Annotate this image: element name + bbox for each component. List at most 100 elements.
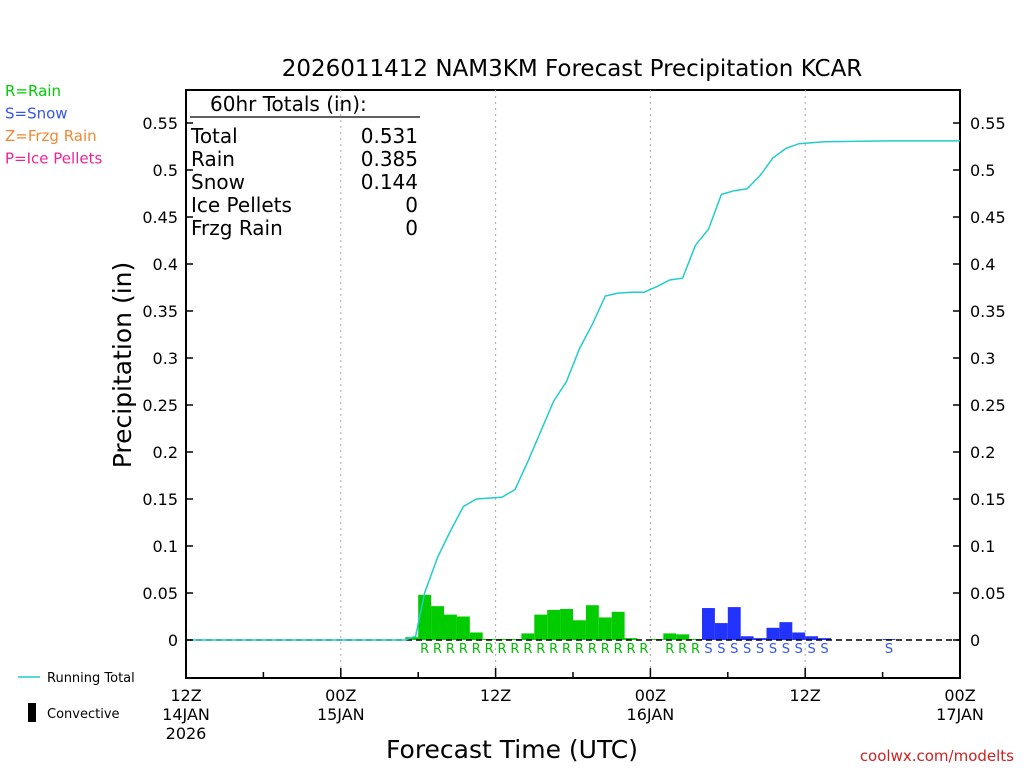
rain-type-letter: R xyxy=(639,642,648,657)
totals-row-label: Frzg Rain xyxy=(191,216,283,240)
snow-bar xyxy=(740,636,754,640)
y-tick-label-left: 0.25 xyxy=(142,396,178,415)
x-tick-label-date: 14JAN xyxy=(162,705,210,724)
x-tick-label-time: 00Z xyxy=(944,686,975,705)
rain-type-letter: R xyxy=(536,642,545,657)
y-tick-label-right: 0.3 xyxy=(970,349,995,368)
rain-type-letter: R xyxy=(433,642,442,657)
y-tick-label-right: 0.05 xyxy=(970,584,1006,603)
y-tick-label-right: 0 xyxy=(970,631,980,650)
snow-bar xyxy=(792,632,806,640)
rain-bar xyxy=(521,633,535,640)
snow-type-letter: S xyxy=(820,642,828,657)
snow-bar xyxy=(818,638,831,640)
totals-box: 60hr Totals (in): Total 0.531 Rain 0.385 Sno… xyxy=(190,92,420,240)
x-tick-label-date: 16JAN xyxy=(627,705,675,724)
convective-legend-label: Convective xyxy=(47,707,120,722)
plot-frame xyxy=(185,89,961,679)
x-tick-label-date: 15JAN xyxy=(317,705,365,724)
rain-type-letter: R xyxy=(601,642,610,657)
rain-bar xyxy=(611,611,625,640)
y-tick-label-right: 0.1 xyxy=(970,537,995,556)
rain-bar xyxy=(534,614,548,640)
snow-bar xyxy=(714,623,728,640)
y-tick-label-right: 0.4 xyxy=(970,255,995,274)
x-tick-label-time: 12Z xyxy=(170,686,201,705)
rain-bar xyxy=(508,639,522,640)
y-tick-label-left: 0.05 xyxy=(142,584,178,603)
rain-type-letter: R xyxy=(420,642,429,657)
snow-type-letter: S xyxy=(717,642,725,657)
rain-bar xyxy=(573,620,586,640)
y-tick-label-right: 0.2 xyxy=(970,443,995,462)
rain-type-letter: R xyxy=(510,642,519,657)
rain-bar xyxy=(624,638,638,640)
x-axis-label: Forecast Time (UTC) xyxy=(386,735,638,764)
snow-type-letter: S xyxy=(730,642,738,657)
y-tick-label-left: 0.45 xyxy=(142,208,178,227)
totals-row-value: 0.385 xyxy=(361,147,418,171)
rain-type-letter: R xyxy=(627,642,636,657)
totals-row-value: 0.531 xyxy=(361,124,418,148)
precip-type-legend-item: R=Rain xyxy=(5,82,61,100)
x-tick-label-time: 00Z xyxy=(325,686,356,705)
y-tick-label-right: 0.45 xyxy=(970,208,1006,227)
rain-bar xyxy=(689,639,702,640)
rain-bar xyxy=(585,605,599,640)
totals-row-label: Rain xyxy=(191,147,235,171)
rain-type-letter: R xyxy=(498,642,507,657)
snow-type-letter: S xyxy=(885,642,893,657)
rain-bar xyxy=(547,609,561,640)
snow-type-letter: S xyxy=(704,642,712,657)
snow-bar xyxy=(753,638,767,640)
rain-type-letter: R xyxy=(485,642,494,657)
y-tick-label-right: 0.35 xyxy=(970,302,1006,321)
y-tick-label-left: 0.3 xyxy=(153,349,178,368)
snow-bar xyxy=(779,622,793,640)
y-tick-label-left: 0.1 xyxy=(153,537,178,556)
precip-type-legend-item: Z=Frzg Rain xyxy=(5,127,97,145)
footer-credit: coolwx.com/modelts xyxy=(860,747,1014,765)
precip-type-legend-item: S=Snow xyxy=(5,105,68,123)
y-tick-label-right: 0.15 xyxy=(970,490,1006,509)
rain-bar xyxy=(495,639,509,640)
rain-type-letter: R xyxy=(665,642,674,657)
rain-bar xyxy=(663,633,677,640)
totals-row-label: Ice Pellets xyxy=(191,193,292,217)
snow-bar xyxy=(805,636,819,640)
totals-row-value: 0 xyxy=(405,216,418,240)
snow-type-letter: S xyxy=(769,642,777,657)
snow-bar xyxy=(727,607,741,640)
rain-bar xyxy=(431,606,444,640)
snow-bar xyxy=(766,627,780,640)
running-total-legend-label: Running Total xyxy=(47,671,135,686)
rain-bar xyxy=(405,637,419,640)
rain-type-letter: R xyxy=(691,642,700,657)
snow-bar xyxy=(702,608,715,640)
rain-bar xyxy=(469,632,483,640)
rain-bar xyxy=(676,634,690,640)
rain-type-letter: R xyxy=(472,642,481,657)
totals-row-value: 0.144 xyxy=(361,170,418,194)
rain-type-letter: R xyxy=(446,642,455,657)
y-tick-label-right: 0.25 xyxy=(970,396,1006,415)
running-total-line xyxy=(186,140,960,641)
precip-type-legend: R=Rain S=Snow Z=Frzg Rain P=Ice Pellets xyxy=(5,82,102,168)
rain-bar xyxy=(598,617,612,640)
x-tick-label-year: 2026 xyxy=(166,724,207,743)
rain-type-letter: R xyxy=(588,642,597,657)
snow-type-letter: S xyxy=(756,642,764,657)
y-tick-label-left: 0.2 xyxy=(153,443,178,462)
totals-header: 60hr Totals (in): xyxy=(210,92,367,116)
y-tick-label-left: 0.5 xyxy=(153,161,178,180)
y-tick-label-right: 0.55 xyxy=(970,114,1006,133)
rain-bar xyxy=(560,608,573,640)
x-tick-label-time: 12Z xyxy=(790,686,821,705)
convective-legend-swatch xyxy=(28,703,36,722)
totals-rows: Total 0.531 Rain 0.385 Snow 0.144 Ice Pellets 0… xyxy=(190,124,418,240)
rain-type-letter: R xyxy=(459,642,468,657)
y-axis-label: Precipitation (in) xyxy=(108,262,137,469)
y-tick-label-left: 0.55 xyxy=(142,114,178,133)
x-tick-label-date: 17JAN xyxy=(936,705,984,724)
